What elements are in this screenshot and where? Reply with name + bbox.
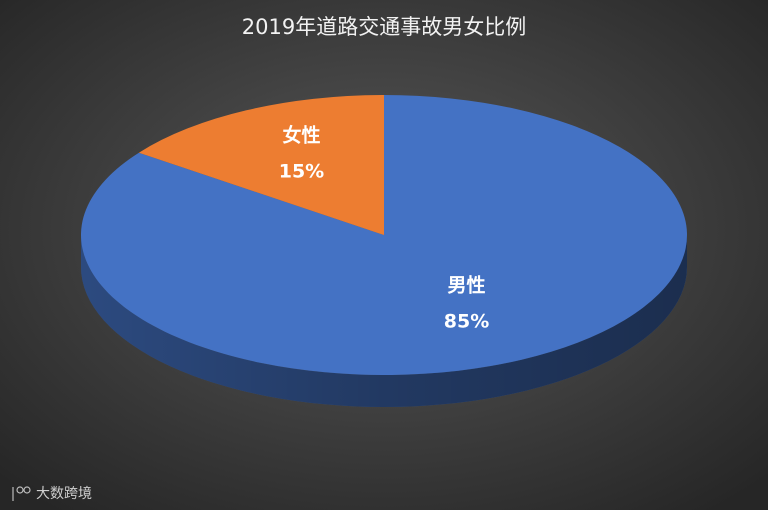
slice-label: 男性 (448, 273, 486, 296)
watermark-logo (12, 486, 31, 501)
slice-value-label: 15% (279, 161, 324, 183)
slice-label: 女性 (282, 124, 320, 147)
slice-value-label: 85% (444, 310, 489, 332)
watermark: 大数跨境 (36, 486, 92, 502)
pie-side-shade (81, 235, 687, 407)
pie-slice (138, 95, 384, 235)
chart-title: 2019年道路交通事故男女比例 (242, 15, 526, 39)
